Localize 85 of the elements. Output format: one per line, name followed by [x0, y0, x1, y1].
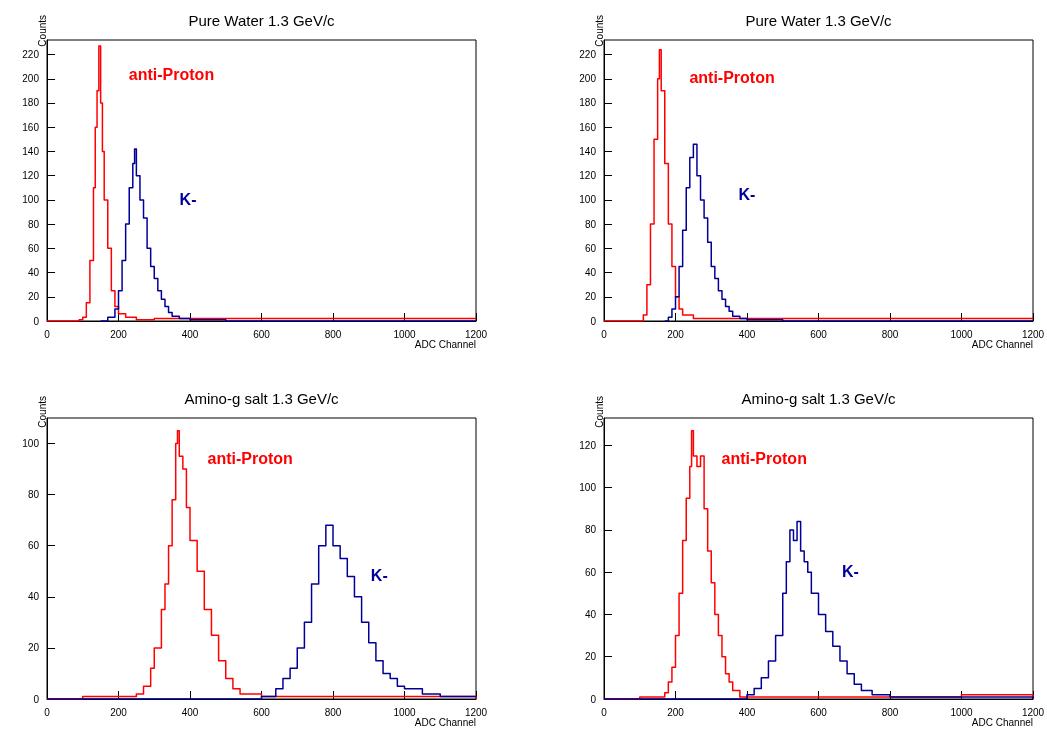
- y-axis-title: Counts: [36, 396, 48, 428]
- y-axis-title: Counts: [593, 396, 605, 428]
- x-tick-label: 800: [881, 706, 899, 718]
- x-tick-label: 200: [667, 706, 685, 718]
- chart-title: Amino-g salt 1.3 GeV/c: [741, 390, 897, 407]
- y-tick-label: 100: [579, 194, 597, 206]
- y-tick-label: 120: [579, 170, 597, 182]
- y-tick-label: 80: [584, 218, 597, 230]
- x-tick-label: 600: [253, 706, 271, 718]
- y-tick-label: 20: [27, 642, 40, 654]
- y-tick-label: 120: [22, 170, 40, 182]
- y-tick-label: 0: [590, 315, 597, 327]
- y-tick-label: 40: [584, 267, 597, 279]
- text: K-: [738, 185, 756, 203]
- x-tick-label: 400: [181, 328, 199, 340]
- y-tick-label: 60: [27, 540, 40, 552]
- x-axis-title: ADC Channel: [971, 716, 1034, 728]
- x-tick-label: 200: [667, 328, 685, 340]
- x-tick-label: 1200: [464, 706, 488, 718]
- series-label: anti-Proton: [128, 65, 215, 83]
- x-axis-title: ADC Channel: [971, 338, 1034, 350]
- y-tick-label: 100: [22, 438, 40, 450]
- x-tick-label: 200: [110, 706, 128, 718]
- x-tick-label: 1000: [393, 328, 417, 340]
- y-tick-label: 180: [22, 97, 40, 109]
- y-tick-label: 80: [27, 218, 40, 230]
- y-tick-label: 0: [590, 693, 597, 705]
- y-tick-label: 220: [22, 49, 40, 61]
- series-label: anti-Proton: [207, 450, 293, 468]
- x-tick-label: 1000: [950, 328, 974, 340]
- y-tick-label: 40: [27, 267, 40, 279]
- y-tick-label: 40: [584, 608, 597, 620]
- series-label: K-: [842, 563, 859, 581]
- x-tick-label: 600: [253, 328, 271, 340]
- y-tick-label: 60: [584, 566, 597, 578]
- x-tick-label: 1200: [464, 328, 488, 340]
- y-tick-label: 60: [584, 242, 597, 254]
- chart-title: Pure Water 1.3 GeV/c: [188, 12, 336, 29]
- x-tick-label: 0: [601, 706, 608, 718]
- x-tick-label: 1200: [1021, 706, 1045, 718]
- y-tick-label: 100: [579, 482, 597, 494]
- x-tick-label: 200: [110, 328, 128, 340]
- y-axis-title: Counts: [36, 14, 48, 47]
- y-tick-label: 140: [579, 145, 597, 157]
- y-tick-label: 100: [22, 194, 40, 206]
- x-tick-label: 1000: [393, 706, 417, 718]
- x-tick-label: 800: [881, 328, 899, 340]
- y-tick-label: 140: [22, 145, 40, 157]
- chart-title: Amino-g salt 1.3 GeV/c: [184, 390, 340, 407]
- x-axis-title: ADC Channel: [414, 716, 477, 728]
- text: K-: [179, 190, 197, 208]
- y-tick-label: 80: [584, 524, 597, 536]
- y-tick-label: 20: [27, 291, 40, 303]
- y-tick-label: 120: [579, 439, 597, 451]
- x-tick-label: 600: [810, 328, 828, 340]
- y-axis-title: Counts: [593, 14, 605, 47]
- x-tick-label: 0: [601, 328, 608, 340]
- x-tick-label: 400: [181, 706, 199, 718]
- x-tick-label: 1200: [1021, 328, 1045, 340]
- x-tick-label: 1000: [950, 706, 974, 718]
- x-tick-label: 800: [324, 328, 342, 340]
- y-tick-label: 200: [579, 73, 597, 85]
- x-tick-label: 0: [44, 328, 51, 340]
- y-tick-label: 220: [579, 49, 597, 61]
- y-tick-label: 160: [22, 121, 40, 133]
- series-label: K-: [370, 566, 388, 584]
- y-tick-label: 60: [27, 242, 40, 254]
- y-tick-label: 160: [579, 121, 597, 133]
- x-tick-label: 400: [738, 328, 756, 340]
- x-axis-title: ADC Channel: [414, 338, 477, 350]
- x-tick-label: 800: [324, 706, 342, 718]
- x-tick-label: 0: [44, 706, 51, 718]
- y-tick-label: 20: [584, 651, 597, 663]
- chart-title: Pure Water 1.3 GeV/c: [745, 12, 893, 29]
- series-label: anti-Proton: [689, 69, 775, 87]
- y-tick-label: 180: [579, 97, 597, 109]
- y-tick-label: 80: [27, 489, 40, 501]
- x-tick-label: 600: [810, 706, 828, 718]
- y-tick-label: 0: [33, 315, 40, 327]
- y-tick-label: 40: [27, 591, 40, 603]
- y-tick-label: 0: [33, 693, 40, 705]
- x-tick-label: 400: [738, 706, 756, 718]
- y-tick-label: 20: [584, 291, 597, 303]
- series-label: anti-Proton: [721, 450, 807, 468]
- y-tick-label: 200: [22, 73, 40, 85]
